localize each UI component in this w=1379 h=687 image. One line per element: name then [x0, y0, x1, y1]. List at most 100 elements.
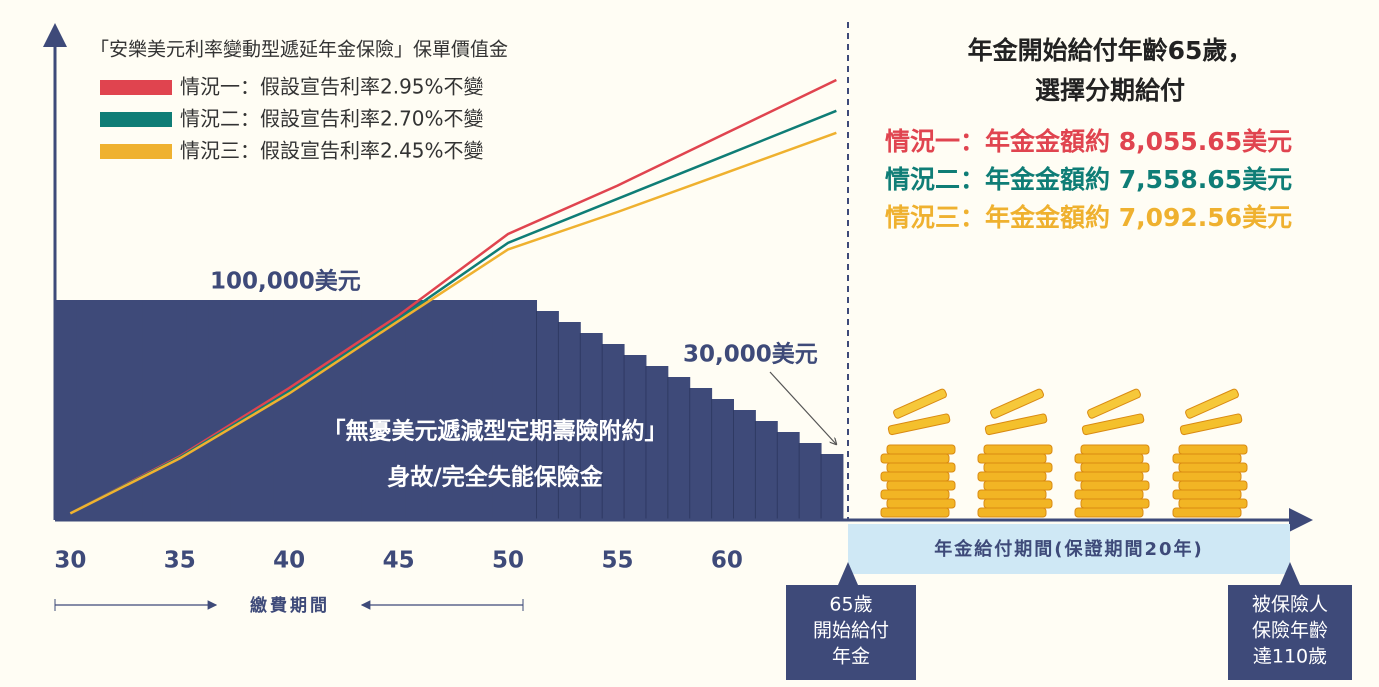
- callout-text: 年金: [832, 646, 870, 668]
- callout-text: 被保險人: [1252, 594, 1328, 616]
- benefit-step: [689, 388, 713, 520]
- legend-label: 情況二：假設宣告利率2.70%不變: [180, 107, 484, 131]
- benefit-step: [317, 300, 341, 520]
- benefit-step: [186, 300, 209, 520]
- benefit-step: [164, 300, 187, 520]
- payout-label: 情況一：年金金額約: [885, 127, 1119, 156]
- coin: [1080, 480, 1150, 491]
- coin: [977, 453, 1047, 464]
- rider-benefit: 身故/完全失能保險金: [387, 464, 603, 491]
- callout-box: [786, 562, 916, 680]
- benefit-step: [799, 443, 822, 520]
- benefit-max-label: 100,000美元: [210, 268, 361, 295]
- payout-label: 情況三：年金金額約: [885, 203, 1119, 232]
- annuity-period: 年金給付期間(保證期間20年): [934, 538, 1204, 560]
- coin: [1178, 444, 1248, 455]
- benefit-step: [295, 300, 319, 520]
- annuity-heading: 選擇分期給付: [1035, 76, 1185, 105]
- benefit-step: [142, 300, 165, 520]
- benefit-step: [76, 300, 100, 520]
- payout-line: 情況二：年金金額約 7,558.65美元: [885, 165, 1292, 194]
- benefit-step: [208, 300, 231, 520]
- payout-line: 情況一：年金金額約 8,055.65美元: [885, 127, 1292, 156]
- benefit-step: [448, 300, 472, 520]
- coin: [990, 388, 1044, 419]
- coin: [880, 471, 950, 482]
- payout-amount: 8,055.65美元: [1119, 127, 1292, 156]
- payout-label: 情況二：年金金額約: [885, 165, 1119, 194]
- x-tick-label: 30: [54, 548, 86, 574]
- coin: [1172, 453, 1242, 464]
- coin: [886, 498, 956, 509]
- benefit-step: [777, 432, 800, 520]
- legend-swatch: [100, 80, 172, 95]
- coin: [1074, 453, 1144, 464]
- legend-swatch: [100, 144, 172, 159]
- benefit-step: [361, 300, 384, 520]
- coin: [1178, 498, 1248, 509]
- coin: [983, 498, 1053, 509]
- coin: [983, 444, 1053, 455]
- coin: [1074, 471, 1144, 482]
- annuity-band: [848, 524, 1290, 574]
- coin: [1074, 507, 1144, 518]
- coin: [886, 462, 956, 473]
- coin: [1172, 471, 1242, 482]
- benefit-step: [602, 344, 625, 520]
- x-tick-label: 60: [711, 548, 743, 574]
- callout-text: 達110歲: [1253, 646, 1327, 668]
- x-tick-label: 35: [164, 548, 196, 574]
- x-tick-label: 55: [601, 548, 633, 574]
- coin: [1081, 413, 1145, 436]
- coin: [1178, 462, 1248, 473]
- coin: [1178, 480, 1248, 491]
- benefit-step: [120, 300, 144, 520]
- legend-label: 情況三：假設宣告利率2.45%不變: [180, 139, 484, 163]
- coin: [1080, 498, 1150, 509]
- callout-text: 保險年齡: [1252, 620, 1328, 642]
- benefit-step: [558, 322, 581, 520]
- callout-text: 開始給付: [813, 620, 889, 642]
- coin: [880, 453, 950, 464]
- coin: [1179, 413, 1243, 436]
- coin: [983, 462, 1053, 473]
- coin: [977, 507, 1047, 518]
- benefit-step: [624, 355, 647, 520]
- coin: [1080, 444, 1150, 455]
- x-tick-label: 40: [273, 548, 305, 574]
- benefit-step: [514, 300, 538, 520]
- coin: [983, 480, 1053, 491]
- coin: [1185, 388, 1239, 419]
- legend-label: 情況一：假設宣告利率2.95%不變: [180, 75, 484, 99]
- legend-swatch: [100, 112, 172, 127]
- benefit-step: [536, 311, 559, 520]
- benefit-step: [427, 300, 450, 520]
- callout-box: [1228, 562, 1352, 680]
- benefit-step: [667, 377, 691, 520]
- benefit-step: [645, 366, 669, 520]
- coin: [977, 489, 1047, 500]
- benefit-step: [273, 300, 297, 520]
- benefit-step: [470, 300, 494, 520]
- x-tick-label: 45: [383, 548, 415, 574]
- benefit-step: [755, 421, 778, 520]
- coin: [1087, 388, 1141, 419]
- payout-amount: 7,558.65美元: [1119, 165, 1292, 194]
- coin: [1172, 489, 1242, 500]
- benefit-step: [733, 410, 756, 520]
- value-line: [69, 78, 837, 515]
- x-tick-label: 50: [492, 548, 524, 574]
- benefit-step: [339, 300, 362, 520]
- benefit-step: [405, 300, 428, 520]
- coin: [1172, 507, 1242, 518]
- benefit-step: [230, 300, 253, 520]
- payment-period: 繳費期間: [250, 595, 330, 616]
- pointer: [769, 371, 836, 444]
- coin: [886, 480, 956, 491]
- coin: [880, 489, 950, 500]
- benefit-step: [98, 300, 122, 520]
- annuity-heading: 年金開始給付年齡65歲，: [968, 36, 1253, 65]
- coin: [977, 471, 1047, 482]
